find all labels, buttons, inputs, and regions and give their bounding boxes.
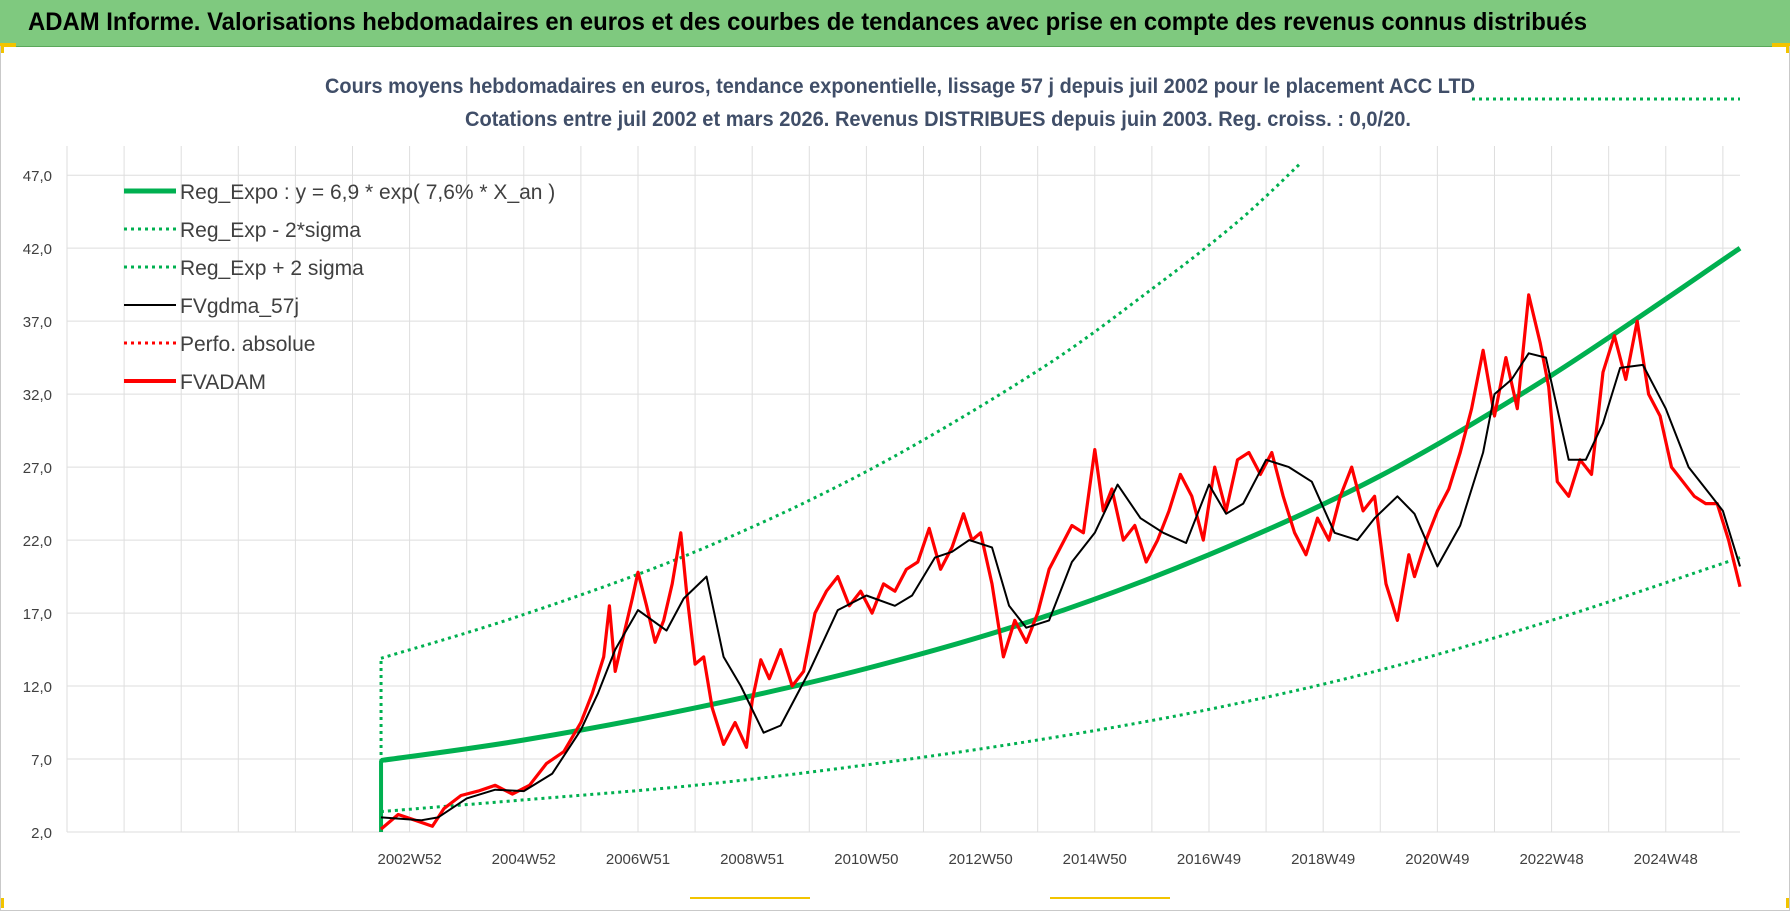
- series-line-3: [380, 352, 1741, 822]
- y-tick-label: 47,0: [23, 168, 52, 185]
- y-tick-label: 42,0: [23, 241, 52, 258]
- y-tick-label: 17,0: [23, 606, 52, 623]
- legend-label: Reg_Expo : y = 6,9 * exp( 7,6% * X_an ): [180, 181, 555, 204]
- corner-mark: [1772, 43, 1790, 47]
- series-line-5: [379, 293, 1742, 831]
- series-group: [379, 162, 1742, 832]
- x-tick-label: 2008W51: [720, 851, 784, 868]
- y-tick-label: 22,0: [23, 533, 52, 550]
- corner-mark: [1786, 898, 1790, 908]
- x-axis: 2002W52 2004W52 2006W51 2008W51 2010W50 2012W…: [377, 851, 1697, 868]
- legend-label: Reg_Exp + 2 sigma: [180, 257, 364, 280]
- legend-label: FVgdma_57j: [180, 295, 299, 318]
- x-tick-label: 2006W51: [606, 851, 670, 868]
- x-tick-label: 2004W52: [492, 851, 556, 868]
- x-tick-label: 2012W50: [948, 851, 1012, 868]
- x-tick-label: 2016W49: [1177, 851, 1241, 868]
- corner-mark: [1050, 897, 1170, 899]
- x-tick-label: 2002W52: [377, 851, 441, 868]
- chart-subtitle: Cotations entre juil 2002 et mars 2026. …: [465, 108, 1411, 131]
- y-tick-label: 32,0: [23, 387, 52, 404]
- legend-label: Reg_Exp - 2*sigma: [180, 219, 361, 242]
- grid: [66, 146, 1740, 833]
- y-tick-label: 2,0: [31, 825, 52, 842]
- legend: Reg_Expo : y = 6,9 * exp( 7,6% * X_an ) R…: [124, 181, 555, 394]
- corner-mark: [0, 898, 4, 908]
- x-tick-label: 2018W49: [1291, 851, 1355, 868]
- title-banner: ADAM Informe. Valorisations hebdomadaire…: [0, 0, 1790, 47]
- x-tick-label: 2024W48: [1634, 851, 1698, 868]
- corner-mark: [1786, 43, 1790, 53]
- y-axis: 2,0 7,0 12,0 17,0 22,0 27,0 32,0 37,0 42,0 47,0: [23, 168, 52, 842]
- x-tick-label: 2022W48: [1519, 851, 1583, 868]
- corner-mark: [0, 43, 16, 47]
- series-line-2: [380, 162, 1302, 660]
- legend-label: FVADAM: [180, 371, 266, 394]
- page-title: ADAM Informe. Valorisations hebdomadaire…: [28, 8, 1587, 36]
- y-tick-label: 7,0: [31, 752, 52, 769]
- corner-mark: [0, 43, 4, 53]
- x-tick-label: 2020W49: [1405, 851, 1469, 868]
- legend-label: Perfo. absolue: [180, 333, 315, 356]
- x-tick-label: 2014W50: [1063, 851, 1127, 868]
- y-tick-label: 27,0: [23, 460, 52, 477]
- y-tick-label: 37,0: [23, 314, 52, 331]
- corner-mark: [690, 897, 810, 899]
- x-tick-label: 2010W50: [834, 851, 898, 868]
- chart-title: Cours moyens hebdomadaires en euros, ten…: [325, 75, 1475, 98]
- series-line-1: [380, 556, 1741, 814]
- y-tick-label: 12,0: [23, 679, 52, 696]
